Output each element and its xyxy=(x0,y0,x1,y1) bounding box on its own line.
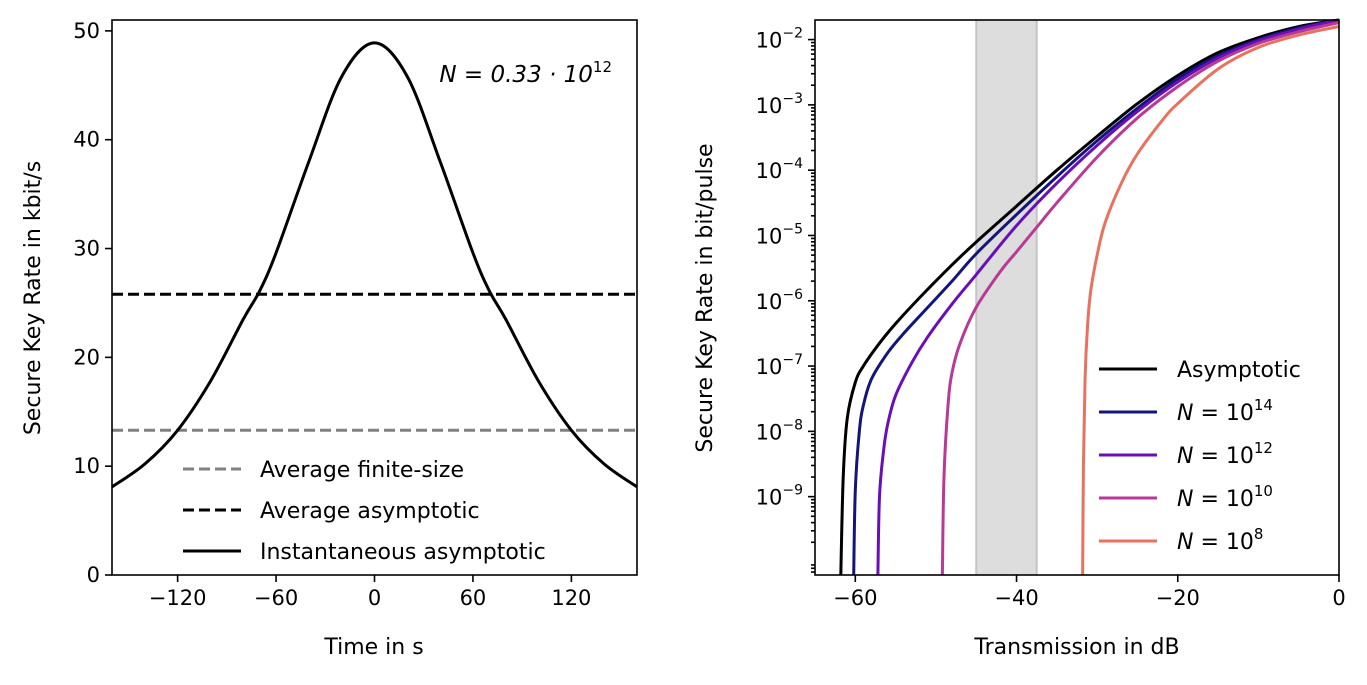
right-legend-label: N = 1012 xyxy=(1177,439,1273,469)
left-chart: −120 −60 0 60 120 0 10 20 30 40 50 Time in s Secu… xyxy=(21,19,638,660)
right-y-tick-label: 10−8 xyxy=(756,417,803,444)
right-y-tick-base: 10 xyxy=(756,224,783,248)
legend-label-n: N xyxy=(1177,401,1193,426)
left-y-axis-label: Secure Key Rate in kbit/s xyxy=(21,161,46,435)
left-legend-label: Instantaneous asymptotic xyxy=(260,540,546,565)
right-x-tick-label: 0 xyxy=(1332,586,1345,610)
legend-label-exponent: 8 xyxy=(1254,525,1264,543)
legend-label-exponent: 12 xyxy=(1254,439,1273,457)
shaded-transmission-region xyxy=(976,20,1037,575)
left-legend-label: Average asymptotic xyxy=(260,499,480,524)
left-x-tick-label: −120 xyxy=(149,586,207,610)
right-axes-frame xyxy=(814,19,1340,576)
right-x-tick-label: −20 xyxy=(1156,586,1200,610)
left-x-tick-label: −60 xyxy=(254,586,298,610)
right-legend-label: N = 1014 xyxy=(1177,396,1273,426)
right-y-tick-exponent: −8 xyxy=(782,417,803,433)
left-y-tick-label: 30 xyxy=(73,237,100,261)
left-y-tick-label: 50 xyxy=(73,19,100,43)
legend-label-base: = 10 xyxy=(1193,401,1253,426)
right-y-tick-base: 10 xyxy=(756,159,783,183)
right-y-tick-label: 10−9 xyxy=(756,483,803,510)
right-chart: −60 −40 −20 0 10−210−310−410−510−610−710−81… xyxy=(693,18,1346,660)
left-x-tick-label: 0 xyxy=(368,586,381,610)
right-y-tick-label: 10−6 xyxy=(756,287,803,314)
legend-label-exponent: 10 xyxy=(1254,482,1273,500)
right-y-tick-exponent: −4 xyxy=(782,156,803,172)
left-x-tick-label: 120 xyxy=(551,586,591,610)
legend-label-base: = 10 xyxy=(1193,487,1253,512)
left-y-tick-label: 0 xyxy=(87,563,100,587)
right-y-tick-base: 10 xyxy=(756,29,783,53)
shaded-region-edges xyxy=(975,20,1038,575)
right-series-4-curve xyxy=(1081,25,1340,576)
left-annotation-exponent: 12 xyxy=(593,58,612,76)
left-series-2-curve xyxy=(111,41,638,489)
left-legend: Average finite-size Average asymptotic Ins… xyxy=(183,458,546,565)
left-y-tick-label: 40 xyxy=(73,128,100,152)
left-x-tick-label: 60 xyxy=(460,586,487,610)
left-y-ticks: 0 10 20 30 40 50 xyxy=(73,19,112,587)
legend-label-exponent: 14 xyxy=(1254,396,1273,414)
legend-label-n: N xyxy=(1177,444,1193,469)
legend-label-n: N xyxy=(1177,487,1193,512)
right-y-tick-base: 10 xyxy=(756,486,783,510)
right-y-tick-exponent: −5 xyxy=(782,221,803,237)
right-series-1-curve xyxy=(852,18,1340,576)
right-x-tick-label: −60 xyxy=(833,586,877,610)
right-x-tick-label: −40 xyxy=(994,586,1038,610)
right-x-ticks: −60 −40 −20 0 xyxy=(833,575,1346,610)
right-y-tick-label: 10−2 xyxy=(756,26,803,53)
right-y-tick-label: 10−4 xyxy=(756,156,803,183)
right-y-tick-exponent: −6 xyxy=(782,287,803,303)
left-y-tick-label: 10 xyxy=(73,454,100,478)
legend-label-base: = 10 xyxy=(1193,444,1253,469)
right-series-group xyxy=(839,18,1340,576)
right-series-3-curve xyxy=(940,21,1340,576)
right-y-tick-exponent: −3 xyxy=(782,91,803,107)
left-y-tick-label: 20 xyxy=(73,345,100,369)
right-y-tick-base: 10 xyxy=(756,355,783,379)
left-series-group xyxy=(111,41,638,489)
left-axes-frame xyxy=(111,19,638,576)
right-y-tick-base: 10 xyxy=(756,420,783,444)
right-series-2-curve xyxy=(876,18,1340,576)
left-annotation-text: N = 0.33 · 10 xyxy=(439,62,593,88)
right-y-tick-exponent: −2 xyxy=(782,26,803,42)
right-y-tick-base: 10 xyxy=(756,290,783,314)
right-legend-label: Asymptotic xyxy=(1177,358,1301,383)
right-y-axis-label: Secure Key Rate in bit/pulse xyxy=(693,143,718,452)
right-y-ticks: 10−210−310−410−510−610−710−810−9 xyxy=(756,26,815,573)
left-x-ticks: −120 −60 0 60 120 xyxy=(149,575,591,610)
right-y-tick-exponent: −7 xyxy=(782,352,803,368)
right-y-tick-base: 10 xyxy=(756,94,783,118)
legend-label-n: N xyxy=(1177,530,1193,555)
right-legend-label: N = 1010 xyxy=(1177,482,1273,512)
right-y-tick-label: 10−3 xyxy=(756,91,803,118)
legend-label-base: = 10 xyxy=(1193,530,1253,555)
right-y-tick-label: 10−7 xyxy=(756,352,803,379)
right-series-0-curve xyxy=(839,18,1340,576)
left-annotation: N = 0.33 · 1012 xyxy=(439,58,612,88)
right-x-axis-label: Transmission in dB xyxy=(973,635,1179,660)
right-y-tick-exponent: −9 xyxy=(782,483,803,499)
right-y-tick-label: 10−5 xyxy=(756,221,803,248)
right-legend-label: N = 108 xyxy=(1177,525,1263,555)
left-x-axis-label: Time in s xyxy=(323,635,423,660)
left-legend-label: Average finite-size xyxy=(260,458,464,483)
